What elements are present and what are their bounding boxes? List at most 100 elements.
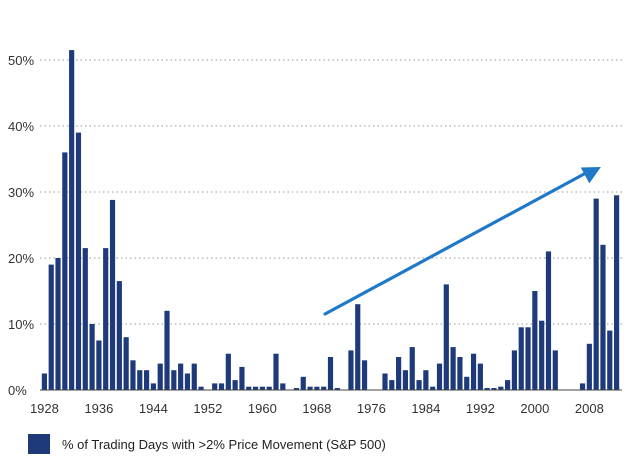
x-tick-label: 1936 xyxy=(84,401,113,416)
legend: % of Trading Days with >2% Price Movemen… xyxy=(28,434,386,454)
gridlines xyxy=(40,59,622,325)
trend-arrow-shaft xyxy=(323,169,591,316)
bar xyxy=(280,383,286,390)
bar xyxy=(498,386,504,390)
bar xyxy=(430,386,436,390)
bar xyxy=(532,291,538,390)
bar xyxy=(484,388,490,390)
bar xyxy=(505,380,511,390)
bar xyxy=(539,320,545,390)
bar xyxy=(600,244,606,390)
x-tick-label: 1976 xyxy=(357,401,386,416)
bar xyxy=(307,386,313,390)
bar xyxy=(212,383,218,390)
y-tick-label: 10% xyxy=(8,317,34,332)
bar xyxy=(218,383,225,390)
bar xyxy=(293,388,300,390)
bar xyxy=(511,350,518,390)
bar xyxy=(191,363,197,390)
bar xyxy=(246,386,252,390)
bar xyxy=(382,373,388,390)
bar xyxy=(314,386,320,390)
bar xyxy=(123,337,129,390)
bar xyxy=(470,353,477,390)
bar xyxy=(464,376,470,390)
bar xyxy=(491,388,497,390)
y-tick-labels: 0% 10% 20% 30% 40% 50% xyxy=(8,53,34,398)
x-tick-label: 1960 xyxy=(248,401,277,416)
bar xyxy=(443,284,449,390)
bar xyxy=(82,248,88,390)
bar xyxy=(96,340,102,390)
bar xyxy=(477,363,483,390)
bar xyxy=(361,360,368,390)
x-tick-label: 1952 xyxy=(193,401,222,416)
bar xyxy=(48,264,54,390)
bar xyxy=(436,363,443,390)
bar xyxy=(457,357,463,390)
bars xyxy=(41,50,620,390)
bar xyxy=(409,347,415,390)
bar xyxy=(423,370,429,390)
bar xyxy=(164,310,170,390)
bar xyxy=(89,324,95,390)
bar xyxy=(593,198,599,390)
bar xyxy=(157,363,163,390)
bar xyxy=(103,248,109,390)
bar xyxy=(266,386,272,390)
trend-arrow xyxy=(323,167,601,316)
bar xyxy=(321,386,327,390)
y-tick-label: 40% xyxy=(8,119,34,134)
x-tick-labels: 1928 1936 1944 1952 1960 1968 1976 1984 1992 2000… xyxy=(30,401,604,416)
x-tick-label: 1968 xyxy=(302,401,331,416)
bar xyxy=(273,353,279,390)
bar xyxy=(41,373,47,390)
bar xyxy=(232,380,238,390)
bar xyxy=(198,386,204,390)
bar xyxy=(525,327,531,390)
bar xyxy=(184,373,191,390)
bar xyxy=(130,360,136,390)
bar xyxy=(150,383,156,390)
x-tick-label: 1984 xyxy=(411,401,440,416)
y-tick-label: 30% xyxy=(8,185,34,200)
bar xyxy=(348,350,354,390)
bar xyxy=(300,376,306,390)
x-tick-label: 2008 xyxy=(575,401,604,416)
y-tick-label: 50% xyxy=(8,53,34,68)
bar xyxy=(389,380,395,390)
bar xyxy=(327,357,334,390)
bar xyxy=(62,152,68,390)
bar xyxy=(239,366,245,390)
bar xyxy=(178,363,184,390)
bar xyxy=(614,195,620,390)
bar xyxy=(116,281,122,390)
y-tick-label: 0% xyxy=(8,383,27,398)
bar xyxy=(252,386,259,390)
bar xyxy=(55,258,61,390)
legend-label: % of Trading Days with >2% Price Movemen… xyxy=(62,437,386,452)
bar xyxy=(171,370,177,390)
bar xyxy=(552,350,558,390)
bar xyxy=(137,370,143,390)
bar xyxy=(586,343,592,390)
y-tick-label: 20% xyxy=(8,251,34,266)
bar xyxy=(450,347,456,390)
bar xyxy=(225,353,231,390)
bar xyxy=(607,330,613,390)
bar xyxy=(69,50,75,390)
bar xyxy=(75,132,82,390)
bar xyxy=(545,251,552,390)
bar xyxy=(334,388,340,390)
legend-swatch xyxy=(28,434,50,454)
x-tick-label: 1992 xyxy=(466,401,495,416)
bar xyxy=(396,357,402,390)
x-tick-label: 1928 xyxy=(30,401,59,416)
x-tick-label: 1944 xyxy=(139,401,168,416)
bar xyxy=(355,304,361,390)
bar xyxy=(143,370,150,390)
bar xyxy=(416,380,422,390)
bar xyxy=(402,370,409,390)
trend-arrow-head xyxy=(580,167,601,184)
